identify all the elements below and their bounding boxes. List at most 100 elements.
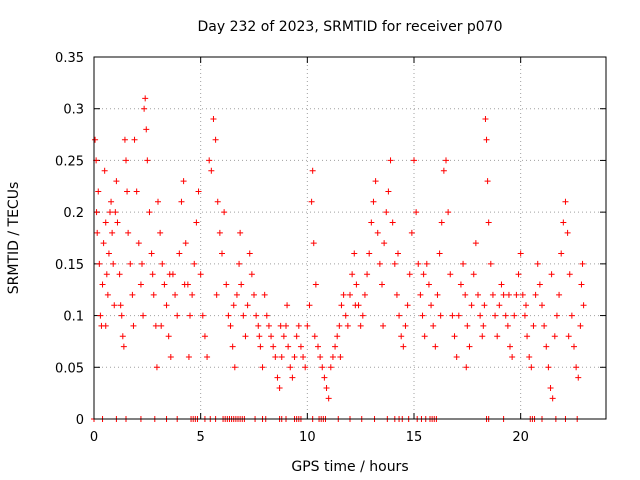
data-point	[141, 105, 148, 112]
data-point	[103, 271, 110, 278]
data-point	[368, 219, 375, 226]
data-point	[523, 302, 529, 309]
x-tick-label: 5	[197, 430, 205, 445]
x-tick-label: 20	[512, 430, 529, 445]
data-point	[500, 291, 507, 298]
data-point	[284, 302, 291, 309]
data-point	[300, 353, 307, 360]
data-point	[143, 126, 150, 133]
data-point	[344, 322, 351, 329]
data-point	[148, 250, 155, 257]
x-tick-label: 10	[299, 430, 316, 445]
data-point	[283, 322, 289, 329]
data-point	[413, 209, 420, 216]
data-point	[352, 302, 359, 309]
data-point	[404, 302, 411, 309]
data-point	[517, 250, 524, 257]
chart-title: Day 232 of 2023, SRMTID for receiver p07…	[197, 19, 502, 35]
data-point	[380, 322, 387, 329]
data-point	[291, 353, 298, 360]
data-point	[580, 302, 587, 309]
data-point	[480, 322, 487, 329]
y-tick-label: 0	[76, 413, 84, 428]
data-point	[498, 281, 505, 288]
data-point	[475, 291, 481, 298]
data-point	[437, 312, 444, 319]
data-point	[432, 343, 439, 350]
data-point	[257, 343, 264, 350]
data-point	[481, 302, 488, 309]
data-point	[285, 343, 292, 350]
data-point	[135, 240, 142, 247]
data-point	[310, 240, 317, 247]
data-point	[381, 240, 388, 247]
data-point	[158, 322, 165, 329]
data-point	[472, 240, 479, 247]
data-point	[187, 312, 193, 319]
axis-ticks	[93, 56, 606, 420]
data-point	[181, 281, 188, 288]
x-tick-label: 15	[406, 430, 423, 445]
data-point	[176, 250, 183, 257]
data-point	[532, 291, 539, 298]
data-point	[119, 333, 126, 340]
data-point	[545, 364, 552, 371]
data-point	[337, 353, 344, 360]
data-point	[216, 229, 223, 236]
data-point	[340, 291, 347, 298]
data-point	[178, 198, 185, 205]
data-point	[133, 188, 140, 195]
data-point	[195, 188, 202, 195]
data-point	[152, 322, 159, 329]
data-point	[511, 312, 518, 319]
data-point	[379, 281, 385, 288]
y-tick-label: 0.05	[55, 361, 84, 376]
y-tick-label: 0.2	[63, 206, 84, 221]
data-point	[248, 271, 255, 278]
data-point	[221, 209, 228, 216]
data-point	[131, 136, 138, 143]
data-point	[191, 260, 198, 267]
data-point	[236, 260, 243, 267]
data-point	[421, 333, 428, 340]
data-point	[105, 250, 112, 257]
data-point	[214, 198, 221, 205]
data-point	[242, 333, 249, 340]
data-point	[140, 312, 147, 319]
data-point	[165, 333, 172, 340]
data-point	[163, 302, 170, 309]
data-point	[130, 322, 137, 329]
data-point	[406, 271, 413, 278]
data-point	[302, 364, 309, 371]
data-point	[117, 302, 124, 309]
data-point	[342, 312, 349, 319]
data-point	[463, 364, 470, 371]
y-tick-label: 0.15	[55, 258, 84, 273]
data-point	[504, 322, 511, 329]
data-point	[482, 116, 489, 123]
data-point	[201, 333, 208, 340]
data-point	[548, 271, 555, 278]
data-point	[483, 136, 490, 143]
data-point	[139, 260, 145, 267]
data-point	[109, 229, 116, 236]
data-point	[306, 302, 313, 309]
data-point	[521, 312, 528, 319]
data-point	[311, 333, 318, 340]
data-point	[329, 353, 336, 360]
data-point	[457, 281, 464, 288]
data-point	[180, 178, 187, 185]
data-point	[276, 384, 283, 391]
data-point	[449, 312, 456, 319]
data-point	[111, 302, 118, 309]
data-point	[417, 291, 424, 298]
data-point	[428, 302, 435, 309]
data-point	[107, 209, 113, 216]
data-point	[496, 302, 503, 309]
data-point	[125, 229, 132, 236]
data-point	[137, 281, 144, 288]
y-tick-label: 0.1	[63, 310, 84, 325]
data-point	[213, 291, 220, 298]
data-point	[278, 353, 285, 360]
